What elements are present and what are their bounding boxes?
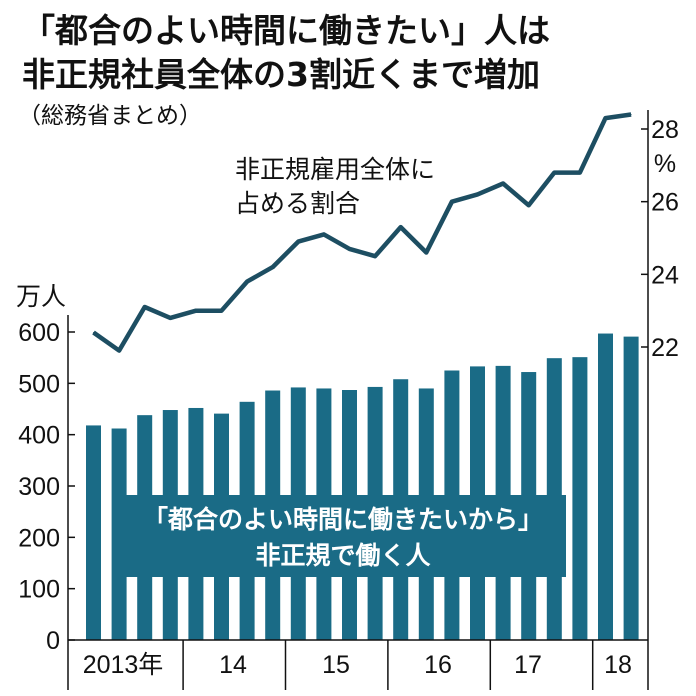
left-tick-label-0: 600 xyxy=(18,319,60,347)
line-point-17 xyxy=(528,204,530,206)
line-point-21 xyxy=(630,113,632,115)
x-axis-tick-labels: 2013年 14 15 16 17 18 xyxy=(83,640,632,690)
right-tick-label-0: 28 xyxy=(651,116,679,144)
chart-subtitle: （総務省まとめ） xyxy=(18,103,202,129)
line-point-15 xyxy=(477,193,478,195)
line-point-19 xyxy=(579,172,581,174)
line-point-13 xyxy=(425,252,427,254)
line-series-label-line2: 占める割合 xyxy=(235,189,360,218)
x-tick-label-1: 14 xyxy=(219,651,247,679)
left-tick-label-2: 400 xyxy=(18,422,60,450)
x-tick-label-0: 2013年 xyxy=(83,651,164,679)
line-point-8 xyxy=(297,241,299,243)
ratio-line xyxy=(92,112,632,353)
bar-series-label-line1: 「都合のよい時間に働きたいから」 xyxy=(143,505,543,534)
bar-label-band xyxy=(121,495,566,577)
line-point-16 xyxy=(502,183,504,184)
bar-series-label-line2: 非正規で働く人 xyxy=(255,541,430,570)
bar-0 xyxy=(86,425,101,640)
line-point-6 xyxy=(246,281,248,283)
x-tick-label-3: 16 xyxy=(424,651,452,679)
line-point-18 xyxy=(553,172,555,174)
right-axis-tick-labels: 28 26 24 22 xyxy=(641,116,679,362)
right-tick-label-3: 22 xyxy=(651,334,679,362)
chart-axes xyxy=(67,110,649,690)
left-tick-label-3: 300 xyxy=(18,473,60,501)
x-tick-label-4: 17 xyxy=(514,651,542,679)
line-point-11 xyxy=(374,255,376,257)
left-tick-label-1: 500 xyxy=(18,370,60,398)
line-series-label-line1: 非正規雇用全体に xyxy=(235,155,435,184)
bar-20 xyxy=(598,333,613,640)
bar-series xyxy=(86,333,639,640)
line-point-14 xyxy=(451,201,453,203)
line-point-0 xyxy=(93,331,94,333)
bar-19 xyxy=(572,357,588,640)
chart-title-line1: 「都合のよい時間に働きたい」人は xyxy=(22,11,550,50)
line-point-3 xyxy=(169,317,171,319)
left-axis-unit: 万人 xyxy=(16,283,66,311)
line-point-1 xyxy=(118,350,120,352)
line-point-4 xyxy=(195,310,197,312)
x-tick-label-5: 18 xyxy=(604,651,632,679)
right-tick-label-1: 26 xyxy=(651,189,679,217)
x-tick-label-2: 15 xyxy=(322,651,350,679)
line-point-10 xyxy=(349,248,350,250)
chart-title-line2: 非正規社員全体の3割近くまで増加 xyxy=(22,55,540,94)
line-point-9 xyxy=(323,233,325,235)
line-point-5 xyxy=(221,310,222,312)
left-axis-tick-labels: 600 500 400 300 200 100 0 xyxy=(18,319,75,655)
bar-21 xyxy=(623,336,639,640)
bar-1 xyxy=(111,428,127,640)
right-axis-unit: % xyxy=(654,150,676,178)
left-tick-label-5: 100 xyxy=(18,576,60,604)
line-point-7 xyxy=(272,266,274,268)
ratio-line-series xyxy=(92,112,632,353)
right-tick-label-2: 24 xyxy=(651,261,679,289)
left-tick-label-6: 0 xyxy=(46,627,60,655)
line-point-12 xyxy=(400,226,402,228)
line-point-2 xyxy=(144,306,146,308)
line-point-20 xyxy=(605,117,606,119)
left-tick-label-4: 200 xyxy=(18,524,60,552)
